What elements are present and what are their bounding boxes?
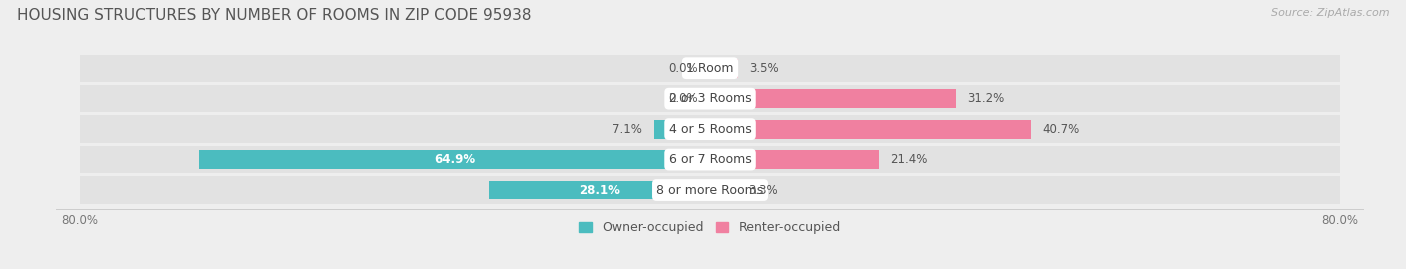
Bar (80, 55, 1340, 82)
Text: 1 Room: 1 Room (686, 62, 734, 75)
Text: 21.4%: 21.4% (890, 153, 928, 166)
Bar (710, 59, 738, 78)
Bar (80, 176, 1340, 204)
Text: 6 or 7 Rooms: 6 or 7 Rooms (669, 153, 751, 166)
Bar (710, 89, 956, 108)
Text: 28.1%: 28.1% (579, 183, 620, 197)
Bar (80, 85, 1340, 112)
Text: 3.3%: 3.3% (748, 183, 778, 197)
Text: 3.5%: 3.5% (749, 62, 779, 75)
Text: 0.0%: 0.0% (669, 92, 699, 105)
Bar (710, 150, 879, 169)
Bar (710, 180, 735, 200)
Text: Source: ZipAtlas.com: Source: ZipAtlas.com (1271, 8, 1389, 18)
Text: 7.1%: 7.1% (613, 123, 643, 136)
Text: 4 or 5 Rooms: 4 or 5 Rooms (669, 123, 751, 136)
Bar (80, 115, 1340, 143)
Legend: Owner-occupied, Renter-occupied: Owner-occupied, Renter-occupied (575, 216, 845, 239)
Text: 2 or 3 Rooms: 2 or 3 Rooms (669, 92, 751, 105)
Bar (710, 120, 1031, 139)
Text: 31.2%: 31.2% (967, 92, 1005, 105)
Text: 0.0%: 0.0% (669, 62, 699, 75)
Bar (198, 150, 710, 169)
Text: HOUSING STRUCTURES BY NUMBER OF ROOMS IN ZIP CODE 95938: HOUSING STRUCTURES BY NUMBER OF ROOMS IN… (17, 8, 531, 23)
Text: 8 or more Rooms: 8 or more Rooms (657, 183, 763, 197)
Text: 64.9%: 64.9% (434, 153, 475, 166)
Bar (489, 180, 710, 200)
Bar (80, 146, 1340, 173)
Text: 40.7%: 40.7% (1042, 123, 1080, 136)
Bar (654, 120, 710, 139)
